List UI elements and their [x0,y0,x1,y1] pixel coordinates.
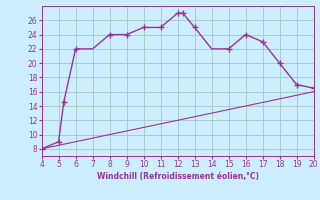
X-axis label: Windchill (Refroidissement éolien,°C): Windchill (Refroidissement éolien,°C) [97,172,259,181]
